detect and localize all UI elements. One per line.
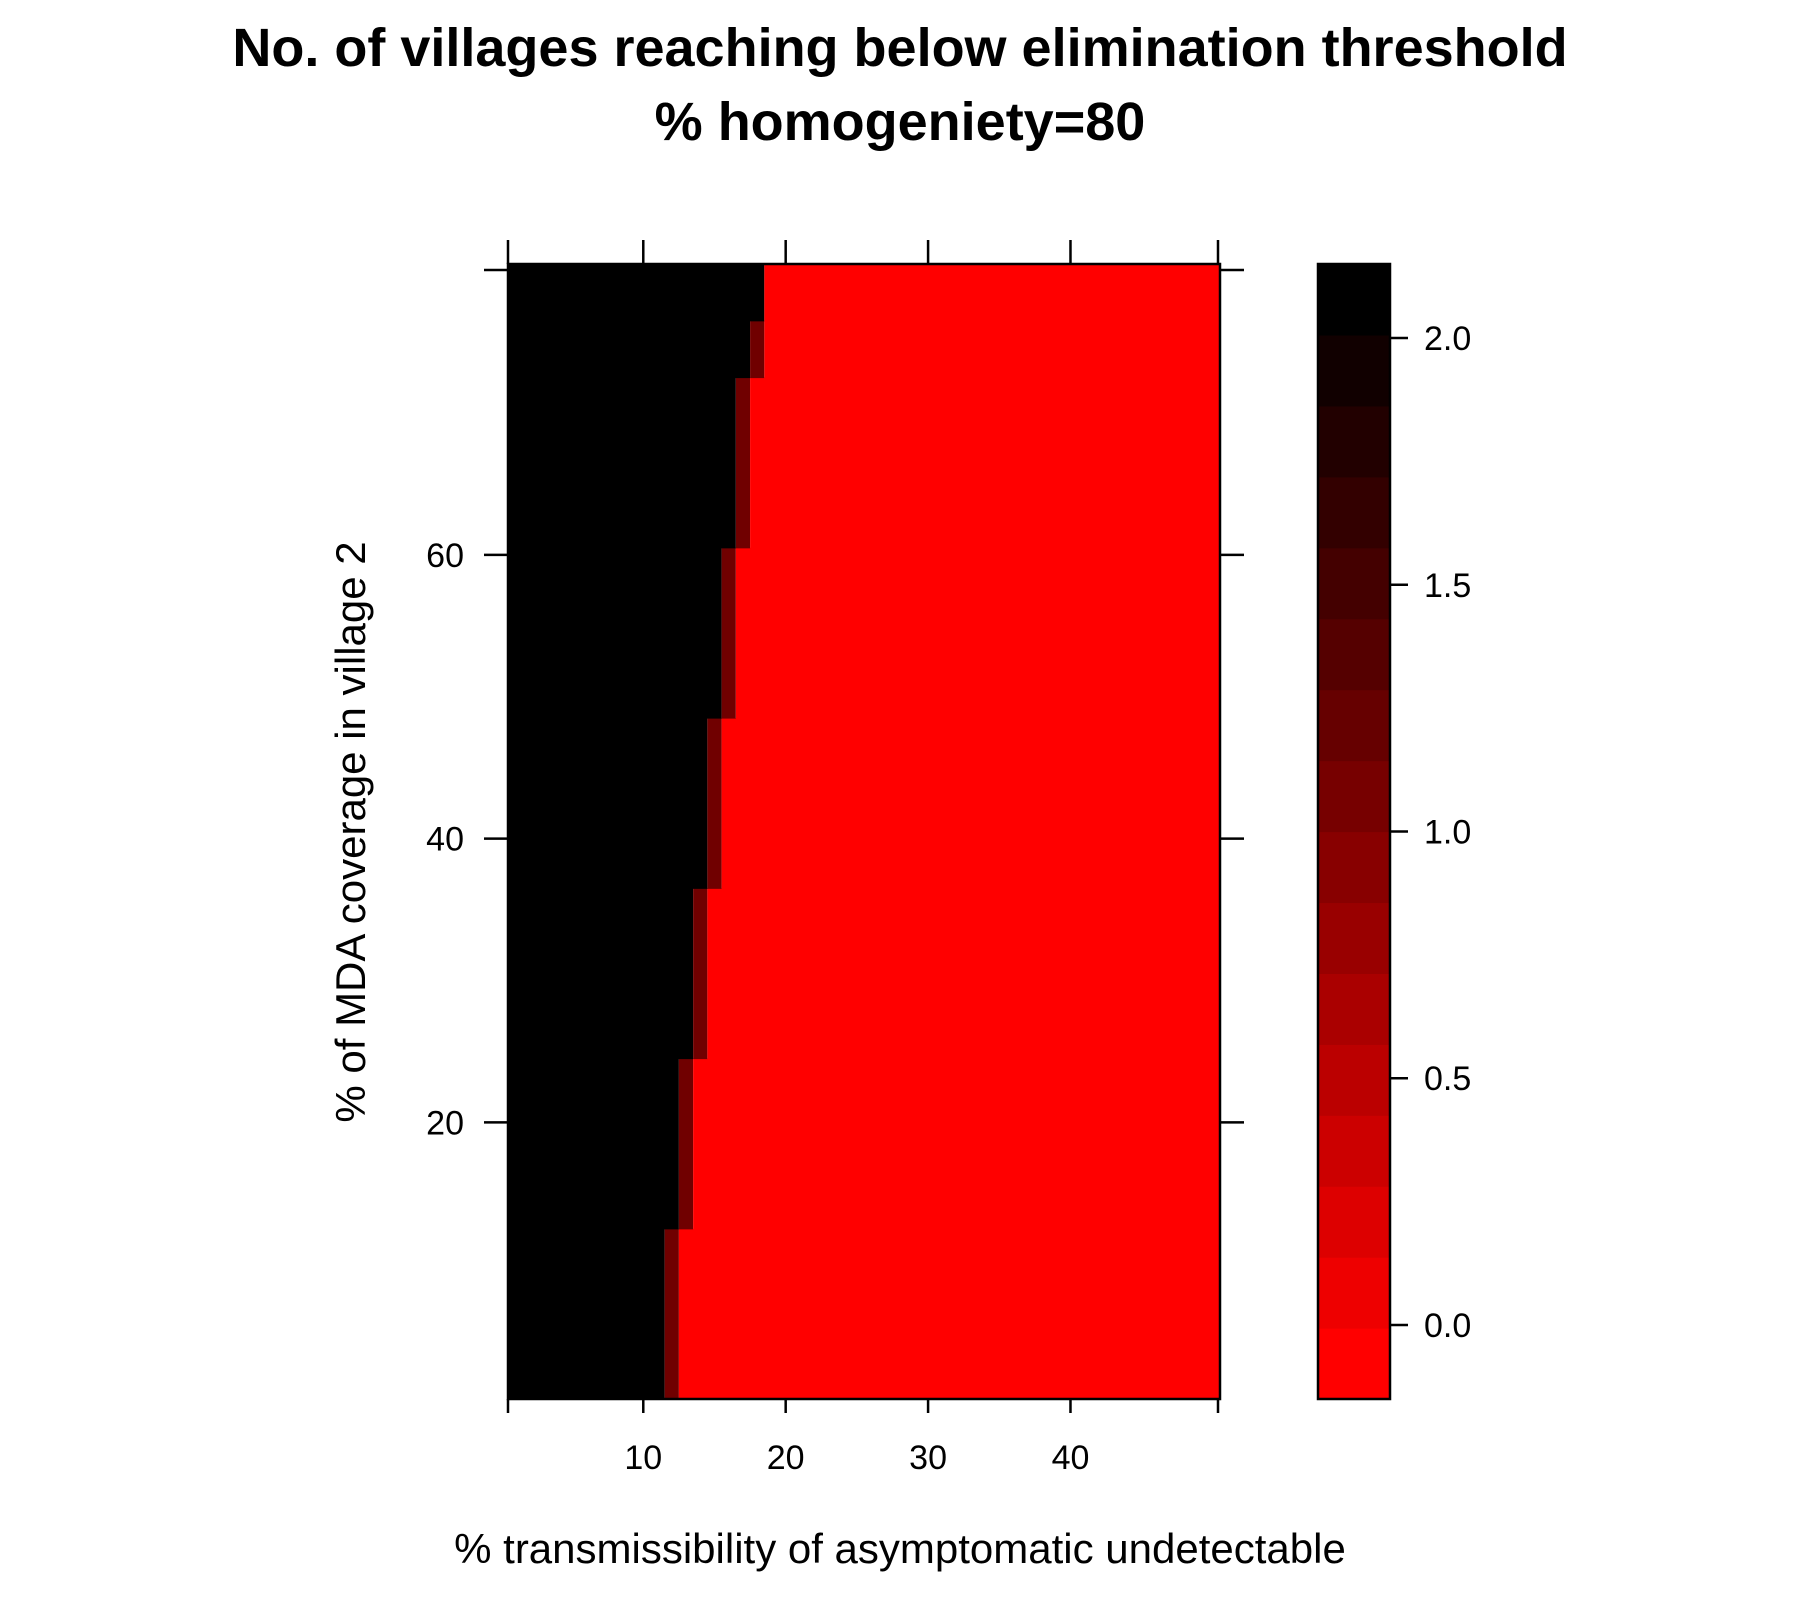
heatmap-region-1-row-1: [678, 1058, 694, 1230]
y-axis-ticks: 20 40 60: [426, 268, 1244, 1142]
heatmap-region-0-row-1: [693, 1058, 1220, 1230]
plot-frame: [506, 262, 1222, 1401]
heatmap-cells: [508, 264, 1220, 1400]
heatmap-region-0-row-4: [735, 547, 1220, 719]
heatmap-region-2-row-2: [508, 888, 694, 1060]
x-axis-ticks: 10 20 30 40: [506, 240, 1220, 1477]
colorbar-level-14: [1318, 334, 1390, 407]
x-axis-label: % transmissibility of asymptomatic undet…: [454, 1525, 1346, 1572]
heatmap-region-0-row-7: [764, 264, 1220, 322]
chart-subtitle: % homogeniety=80: [655, 92, 1146, 152]
colorbar-level-13: [1318, 405, 1390, 478]
heatmap-region-1-row-5: [735, 377, 751, 549]
heatmap-region-2-row-3: [508, 718, 708, 889]
colorbar-level-6: [1318, 902, 1390, 974]
colorbar-tick-label-1: 0.5: [1424, 1060, 1471, 1098]
colorbar-level-1: [1318, 1257, 1390, 1329]
colorbar: [1318, 264, 1390, 1400]
heatmap-region-1-row-4: [721, 547, 736, 719]
heatmap-region-0-row-0: [678, 1228, 1220, 1400]
heatmap-region-1-row-6: [750, 320, 765, 379]
chart-title: No. of villages reaching below eliminati…: [232, 18, 1567, 78]
colorbar-level-10: [1318, 618, 1390, 691]
heatmap-region-2-row-0: [508, 1228, 665, 1400]
heatmap-region-2-row-1: [508, 1058, 679, 1230]
heatmap-region-0-row-3: [721, 718, 1220, 889]
heatmap-region-1-row-0: [664, 1228, 679, 1400]
heatmap-region-2-row-6: [508, 320, 751, 379]
y-tick-label-60: 60: [426, 537, 464, 575]
heatmap-region-2-row-4: [508, 547, 722, 719]
colorbar-level-8: [1318, 760, 1390, 833]
x-tick-label-40: 40: [1052, 1439, 1090, 1477]
colorbar-tick-label-0: 0.0: [1424, 1307, 1471, 1345]
colorbar-level-5: [1318, 973, 1390, 1045]
colorbar-level-4: [1318, 1044, 1390, 1116]
x-tick-label-20: 20: [767, 1439, 805, 1477]
y-tick-label-40: 40: [426, 821, 464, 859]
colorbar-level-12: [1318, 476, 1390, 549]
y-axis-label: % of MDA coverage in village 2: [327, 541, 374, 1122]
x-tick-label-30: 30: [909, 1439, 947, 1477]
colorbar-level-15: [1318, 264, 1390, 336]
colorbar-level-9: [1318, 689, 1390, 762]
colorbar-level-7: [1318, 831, 1390, 904]
heatmap-region-1-row-3: [707, 718, 722, 889]
heatmap-region-2-row-5: [508, 377, 736, 549]
colorbar-level-3: [1318, 1115, 1390, 1187]
heatmap-region-0-row-5: [750, 377, 1220, 549]
colorbar-tick-label-3: 1.5: [1424, 567, 1471, 605]
heatmap-region-1-row-2: [693, 888, 708, 1060]
x-tick-label-10: 10: [624, 1439, 662, 1477]
heatmap-region-0-row-6: [764, 320, 1220, 379]
colorbar-tick-label-4: 2.0: [1424, 320, 1471, 358]
y-tick-label-20: 20: [426, 1104, 464, 1142]
colorbar-tick-label-2: 1.0: [1424, 814, 1471, 852]
colorbar-level-2: [1318, 1186, 1390, 1258]
colorbar-level-0: [1318, 1328, 1390, 1400]
heatmap-region-2-row-7: [508, 264, 765, 322]
colorbar-ticks: 0.0 0.5 1.0 1.5 2.0: [1390, 320, 1471, 1345]
heatmap-region-0-row-2: [707, 888, 1220, 1060]
colorbar-level-11: [1318, 547, 1390, 620]
